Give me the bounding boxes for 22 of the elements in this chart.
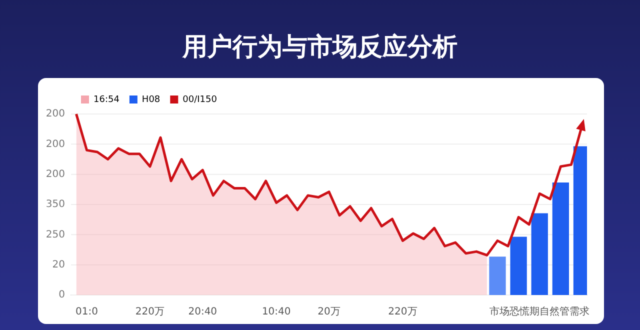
x-tick-label: 220万 bbox=[388, 306, 418, 318]
bar bbox=[489, 256, 506, 295]
text: 350 bbox=[46, 199, 65, 210]
legend-label: H08 bbox=[142, 94, 160, 105]
text: 250 bbox=[46, 229, 65, 240]
x-tick-label: 01:0 bbox=[76, 306, 98, 318]
x-tick-label: 市场恐慌期自然管需求 bbox=[490, 306, 590, 318]
x-tick-label: 220万 bbox=[135, 306, 165, 318]
x-tick-label: 10:40 bbox=[262, 306, 291, 318]
x-tick-label: 20:40 bbox=[188, 306, 218, 318]
bar bbox=[552, 182, 570, 295]
text: 200 bbox=[46, 168, 65, 180]
text: 0 bbox=[58, 290, 65, 301]
text: 200 bbox=[46, 108, 65, 120]
bar bbox=[531, 213, 548, 295]
text: 20 bbox=[52, 259, 65, 270]
bar bbox=[510, 236, 527, 295]
legend-label: 16:54 bbox=[94, 94, 120, 105]
x-tick-label: 20万 bbox=[318, 306, 340, 318]
legend-label: 00/I150 bbox=[182, 94, 218, 105]
chart-title: 用户行为与市场反应分析 bbox=[181, 31, 458, 63]
text: 200 bbox=[46, 138, 65, 150]
